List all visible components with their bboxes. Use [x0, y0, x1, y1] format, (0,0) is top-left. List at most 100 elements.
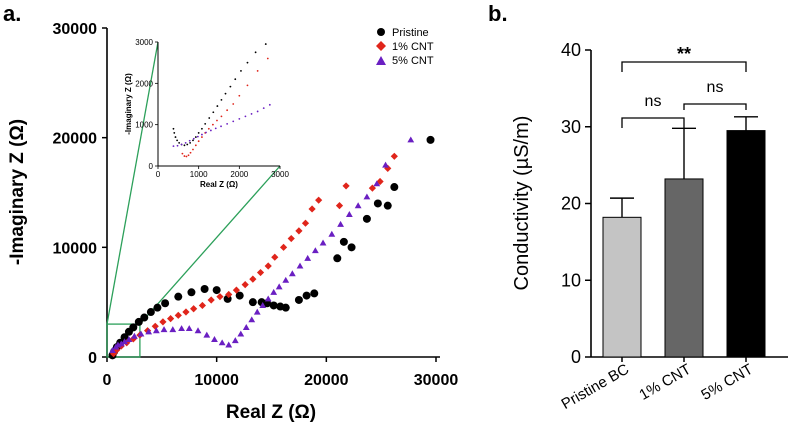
data-point [287, 234, 295, 243]
inset-data-point [196, 135, 199, 138]
data-point [129, 323, 138, 332]
data-point [264, 295, 272, 302]
inset-x-axis-title: Real Z (Ω) [200, 180, 238, 189]
data-point [407, 136, 415, 143]
data-point [281, 303, 290, 312]
significance-label: ns [645, 93, 662, 110]
inset-data-point [262, 107, 265, 110]
inset-data-point [194, 136, 197, 138]
inset-data-point [197, 132, 200, 134]
inset-data-point [201, 127, 203, 130]
data-point [248, 298, 257, 307]
data-point [335, 202, 344, 210]
inset-data-point [192, 139, 194, 142]
bar-1 [664, 178, 704, 358]
data-point [151, 322, 159, 330]
data-point [145, 328, 153, 335]
inset-data-point [250, 113, 253, 115]
inset-data-point [220, 125, 222, 128]
inset-y-axis-title: -Imaginary Z (Ω) [124, 73, 133, 135]
data-point [169, 326, 177, 333]
inset-data-point [266, 57, 269, 60]
data-point [129, 335, 137, 343]
data-point [182, 308, 190, 316]
inset-data-point [185, 155, 188, 158]
inset-data-point [183, 144, 186, 147]
inset-data-point [176, 139, 179, 142]
data-point [198, 301, 207, 310]
data-point [231, 337, 239, 344]
bar-y-tick-label: 0 [571, 347, 581, 367]
inset-y-tick-label: 0 [149, 162, 154, 171]
legend-marker-pristine [377, 28, 385, 36]
data-point [304, 254, 312, 261]
inset-x-tick-label: 3000 [271, 170, 289, 179]
data-point [125, 336, 133, 343]
inset-data-point [232, 103, 235, 105]
inset-data-point [220, 98, 223, 101]
inset-data-point [216, 105, 219, 107]
inset-data-point [214, 127, 217, 130]
bar-category-label: Pristine BC [559, 361, 633, 413]
data-point [301, 219, 310, 227]
series-1-cnt [109, 152, 398, 358]
inset-data-point [244, 115, 247, 118]
inset-data-point [256, 110, 259, 113]
data-point [282, 276, 290, 283]
inset-data-point [224, 92, 227, 95]
data-point [207, 296, 215, 304]
legend-item-pristine: Pristine [377, 27, 429, 39]
significance-bracket: ns [683, 79, 747, 110]
inset-data-point [226, 109, 229, 112]
data-point [190, 305, 198, 313]
inset-x-tick-label: 1000 [190, 170, 208, 179]
data-point [178, 325, 185, 332]
inset-data-point [172, 127, 175, 130]
inset-data-point [240, 70, 242, 72]
inset-y-tick-label: 2000 [135, 79, 153, 88]
zoom-connector-top [106, 41, 159, 325]
main-y-tick-label: 10000 [53, 240, 98, 257]
data-point [363, 193, 371, 200]
data-point [275, 283, 283, 290]
bar-y-tick-label: 10 [561, 270, 581, 290]
data-point [328, 230, 336, 237]
bar-y-tick-label: 40 [561, 40, 581, 60]
bar-y-tick-label: 30 [561, 117, 581, 137]
data-point [382, 161, 389, 168]
data-point [253, 308, 261, 315]
inset-series-5-cnt [172, 103, 271, 148]
inset-data-point [180, 143, 183, 146]
inset-data-point [216, 119, 218, 122]
data-point [390, 183, 399, 192]
data-point [146, 308, 155, 317]
inset-series-1-cnt [181, 57, 269, 158]
data-point [185, 325, 193, 332]
inset-data-point [192, 148, 194, 151]
inset-data-point [172, 145, 175, 148]
data-point [216, 293, 224, 301]
data-point [362, 214, 371, 223]
inset-data-point [201, 133, 203, 136]
inset-data-point [197, 140, 200, 143]
inset-x-tick-label: 0 [156, 170, 161, 179]
data-point [373, 199, 382, 208]
data-point [174, 292, 183, 301]
data-point [225, 290, 233, 299]
data-point [174, 311, 182, 319]
inset-data-point [183, 155, 186, 157]
data-point [117, 340, 125, 347]
inset-data-point [192, 137, 195, 140]
bar-category-label: 5% CNT [698, 361, 756, 404]
data-point [241, 281, 249, 289]
significance-label: ** [677, 44, 691, 64]
data-point [354, 202, 362, 209]
data-point [315, 196, 323, 204]
inset-y-tick-label: 3000 [135, 38, 153, 47]
data-point [232, 286, 241, 294]
data-point [345, 211, 353, 217]
data-point [311, 247, 319, 254]
main-x-axis-title: Real Z (Ω) [226, 402, 316, 423]
series-pristine [108, 135, 435, 360]
